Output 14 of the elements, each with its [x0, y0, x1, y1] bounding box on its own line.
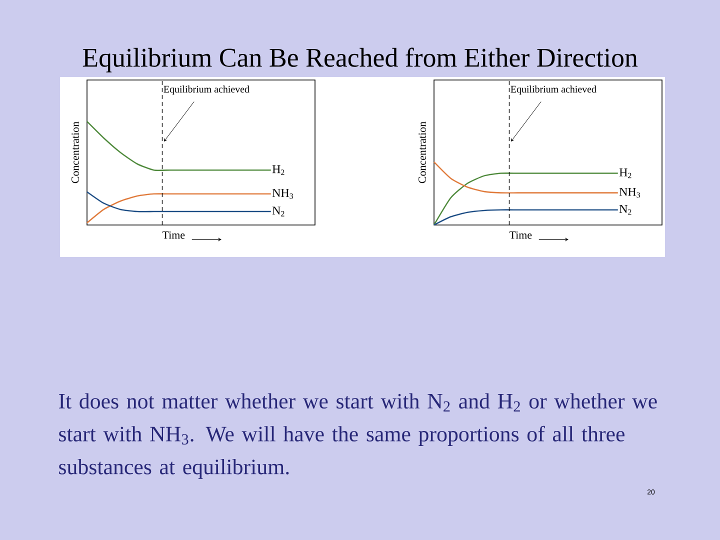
- series-label: N$_{2}$: [619, 205, 632, 215]
- series-label: NH$_{3}$: [272, 189, 294, 199]
- series-label: H$_{2}$: [619, 168, 632, 178]
- text: Equilibrium achieved: [164, 86, 250, 95]
- x-axis-title: Time: [162, 231, 185, 239]
- series-label: H$_{2}$: [272, 165, 284, 175]
- text: It does not matter whether we start with N$_{2}$ and H$_{2}$ or whether we start with NH$_{3}$. We will have the same proportions of all three substances at equilibrium.: [59, 393, 657, 479]
- y-axis-title: Concentration: [418, 122, 426, 184]
- text: Equilibrium achieved: [510, 86, 596, 95]
- text: Equilibrium Can Be Reached from Either Direction: [82, 48, 638, 72]
- series-label: NH$_{3}$: [619, 188, 640, 198]
- series-label: N$_{2}$: [272, 206, 284, 216]
- y-axis-title: Concentration: [72, 122, 79, 184]
- x-axis-title: Time: [509, 231, 532, 239]
